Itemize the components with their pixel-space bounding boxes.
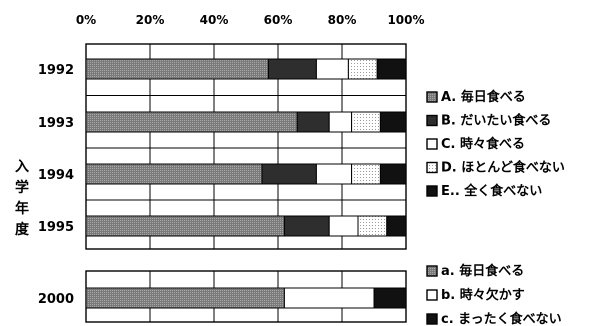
category-label: 2000	[38, 292, 74, 307]
bar-segment	[357, 215, 388, 237]
bar-segment	[85, 215, 285, 237]
bar-segment	[379, 111, 407, 133]
category-label: 1995	[38, 220, 74, 235]
bar-segment	[328, 215, 359, 237]
legend-label: C. 時々食べる	[441, 136, 525, 152]
bar-segment	[373, 287, 407, 309]
legend-label: D. ほとんど食べない	[441, 160, 565, 176]
bar-segment	[267, 58, 317, 80]
x-tick-label: 80%	[328, 13, 357, 27]
category-label: 1992	[38, 63, 74, 78]
bar-segment	[315, 163, 353, 185]
legend-swatch	[426, 138, 438, 150]
legend-label: c. まったく食べない	[441, 311, 562, 326]
legend-swatch	[426, 114, 438, 127]
legend-label: E.. 全く食べない	[441, 183, 542, 199]
legend-swatch	[426, 91, 438, 103]
bar-segment	[351, 163, 381, 185]
bar-segment	[351, 111, 381, 133]
bar-segment	[261, 163, 317, 185]
bar-segment	[283, 287, 375, 309]
legend-swatch	[426, 289, 438, 301]
legend-swatch	[426, 265, 438, 277]
legend-swatch	[426, 161, 438, 174]
panel-1992-1995: 1992 1993 1994 1995	[38, 43, 407, 250]
legend-2000: a. 毎日食べる b. 時々欠かす c. まったく食べない	[426, 263, 562, 326]
y-axis-title-char: 年	[15, 200, 29, 217]
legend-label: A. 毎日食べる	[441, 89, 526, 105]
x-tick-label: 20%	[136, 13, 165, 27]
legend-swatch	[426, 185, 438, 197]
bar-segment	[85, 163, 263, 185]
category-label: 1994	[38, 168, 74, 183]
bar-segment	[315, 58, 349, 80]
legend-label: B. だいたい食べる	[441, 113, 551, 129]
legend-1992-1995: A. 毎日食べる B. だいたい食べる C. 時々食べる D. ほとんど食べない E..…	[426, 89, 565, 199]
bar-segment	[85, 58, 269, 80]
x-tick-label: 0%	[76, 13, 96, 27]
bar-segment	[386, 215, 407, 237]
legend-label: b. 時々欠かす	[441, 287, 525, 303]
y-axis-title-char: 学	[15, 179, 29, 196]
x-tick-label: 40%	[200, 13, 229, 27]
bar-segment	[85, 111, 298, 133]
y-axis-title-char: 入	[15, 159, 29, 175]
x-tick-label: 60%	[264, 13, 293, 27]
bar-segment	[376, 58, 407, 80]
bar-segment	[283, 215, 330, 237]
bar-segment	[296, 111, 330, 133]
bar-segment	[347, 58, 378, 80]
bar-segment	[379, 163, 407, 185]
x-tick-label: 100%	[387, 13, 424, 27]
legend-label: a. 毎日食べる	[441, 263, 524, 279]
panel-2000: 2000	[38, 270, 407, 323]
category-label: 1993	[38, 116, 74, 131]
bar-segment	[85, 287, 285, 309]
legend-swatch	[426, 313, 438, 325]
y-axis-title-char: 度	[15, 221, 30, 238]
x-axis-ticks: 0% 20% 40% 60% 80% 100%	[76, 13, 425, 27]
bar-segment	[328, 111, 353, 133]
